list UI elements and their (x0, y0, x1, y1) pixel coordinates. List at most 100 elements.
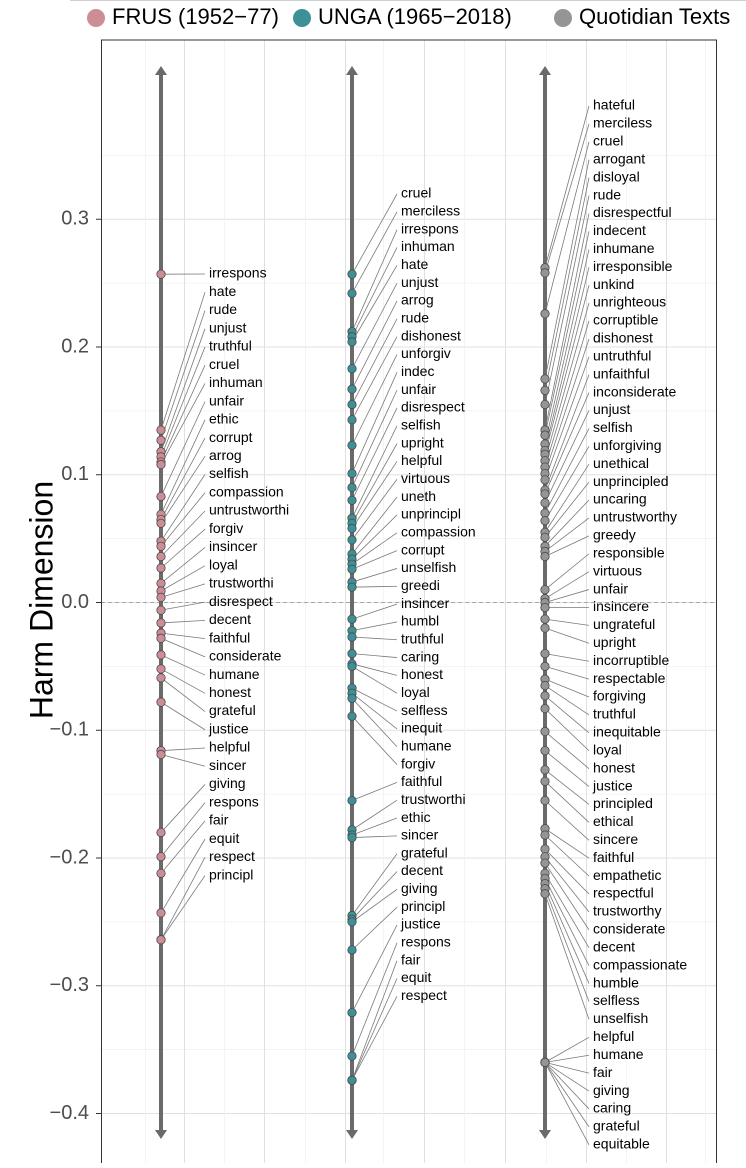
point-label: unjust (593, 401, 630, 417)
data-point (348, 1052, 356, 1060)
point-label: incorruptible (593, 652, 669, 668)
point-label: merciless (401, 203, 460, 219)
point-label: trustworthy (593, 903, 661, 919)
point-label: faithful (401, 773, 442, 789)
point-label: considerate (209, 648, 282, 664)
data-point (348, 416, 356, 424)
leader-line (545, 889, 589, 1002)
series-2: hatefulmercilesscruelarrogantdisloyalrud… (539, 66, 687, 1151)
leader-line (545, 572, 589, 599)
data-point (541, 704, 549, 712)
leader-line (352, 479, 397, 540)
leader-line (161, 857, 205, 939)
data-point (348, 633, 356, 641)
point-label: honest (209, 684, 251, 700)
data-point (541, 552, 549, 560)
point-label: virtuous (401, 470, 450, 486)
data-point (348, 946, 356, 954)
point-label: inconsiderate (593, 383, 676, 399)
leader-line (161, 655, 205, 675)
point-label: irrespons (209, 265, 267, 281)
point-label: insincer (401, 595, 450, 611)
point-label: forgiv (401, 755, 435, 771)
point-label: unselfish (401, 559, 456, 575)
data-point (348, 400, 356, 408)
leader-line (545, 106, 589, 268)
data-point (541, 649, 549, 657)
leader-line (352, 818, 397, 835)
leader-line (545, 285, 589, 454)
point-label: disrespectful (593, 204, 672, 220)
point-label: grateful (401, 844, 448, 860)
point-label: faithful (209, 629, 250, 645)
point-label: respons (401, 934, 451, 950)
data-point (348, 565, 356, 573)
series-axis-arrow-up (346, 66, 358, 75)
leader-line (352, 604, 397, 619)
point-label: uncaring (593, 491, 647, 507)
point-label: unfaithful (593, 365, 650, 381)
leader-line (352, 586, 397, 587)
point-label: insincere (593, 598, 649, 614)
point-label: giving (593, 1082, 630, 1098)
point-label: equit (401, 969, 431, 985)
y-tick-label: −0.3 (50, 974, 89, 996)
point-label: unethical (593, 455, 649, 471)
data-point (348, 1008, 356, 1016)
data-point (541, 624, 549, 632)
y-tick-label: 0.1 (61, 463, 89, 485)
point-label: rude (209, 301, 237, 317)
point-label: inhuman (209, 374, 263, 390)
leader-line (545, 428, 589, 513)
point-label: sincer (401, 827, 439, 843)
point-label: equitable (593, 1135, 650, 1151)
point-label: forgiv (209, 520, 243, 536)
y-tick-label: 0.2 (61, 335, 89, 357)
leader-line (161, 803, 205, 857)
point-label: dishonest (593, 330, 653, 346)
leader-line (352, 194, 397, 274)
leader-line (161, 402, 205, 497)
point-label: inhumane (593, 240, 655, 256)
data-point (541, 586, 549, 594)
data-point (157, 552, 165, 560)
data-point (157, 270, 165, 278)
leader-line (545, 884, 589, 984)
leader-line (545, 654, 589, 662)
point-label: humble (593, 974, 639, 990)
point-label: insincer (209, 538, 258, 554)
point-label: caring (593, 1100, 631, 1116)
point-label: honest (401, 666, 443, 682)
point-label: compassion (401, 523, 476, 539)
leader-line (161, 638, 205, 657)
data-point (541, 499, 549, 507)
point-label: principl (401, 898, 445, 914)
point-label: irresponsible (593, 258, 673, 274)
data-point (348, 289, 356, 297)
leader-line (545, 1062, 589, 1091)
leader-line (352, 637, 397, 640)
point-label: loyal (401, 684, 430, 700)
legend-item: FRUS (1952−77) (87, 4, 279, 29)
point-label: forgiving (593, 688, 646, 704)
point-label: giving (209, 775, 246, 791)
data-point (157, 492, 165, 500)
leader-line (545, 894, 589, 1020)
point-label: corrupt (401, 541, 445, 557)
leader-line (352, 979, 397, 1081)
point-label: unselfish (593, 1010, 648, 1026)
leader-line (545, 321, 589, 467)
leader-line (352, 319, 397, 405)
data-point (541, 766, 549, 774)
data-point (541, 890, 549, 898)
leader-line (161, 876, 205, 940)
point-label: ethic (401, 809, 431, 825)
data-point (541, 375, 549, 383)
leader-line (352, 688, 397, 711)
data-point (157, 426, 165, 434)
leader-line (161, 602, 205, 610)
point-label: equit (209, 830, 239, 846)
leader-line (161, 511, 205, 557)
legend-swatch (293, 9, 311, 27)
point-label: fair (401, 951, 421, 967)
